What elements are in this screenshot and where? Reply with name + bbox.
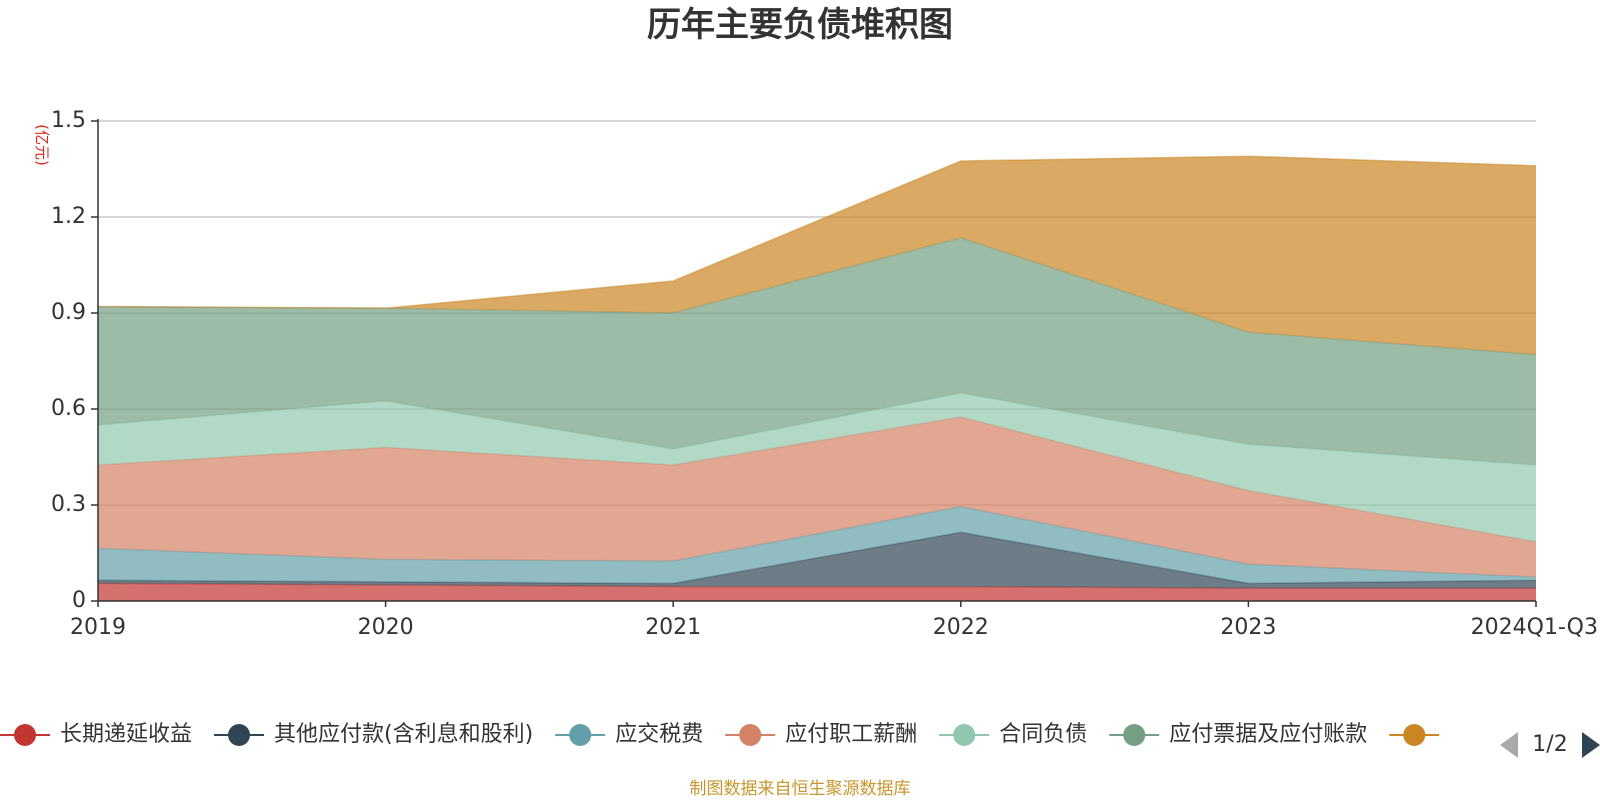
legend-item-partial[interactable]	[1389, 724, 1440, 746]
x-tick-label: 2024Q1-Q3	[1471, 615, 1598, 640]
legend-marker-icon	[1403, 724, 1426, 746]
legend-pagination: 1/2	[1500, 732, 1600, 758]
legend-item[interactable]: 应付票据及应付账款	[1109, 722, 1367, 747]
source-note: 制图数据来自恒生聚源数据库	[690, 779, 911, 799]
x-tick-label: 2022	[933, 615, 989, 640]
y-tick-label: 0.9	[51, 300, 86, 325]
area-series-6	[98, 156, 1536, 355]
legend-marker-icon	[569, 724, 592, 746]
legend-page-indicator: 1/2	[1532, 732, 1567, 757]
legend-item[interactable]: 合同负债	[939, 722, 1087, 747]
area-series-4	[98, 393, 1536, 542]
legend-label: 应付职工薪酬	[785, 722, 917, 747]
legend-item[interactable]: 应交税费	[555, 722, 703, 747]
area-series-1	[98, 532, 1536, 589]
y-tick-label: 0.3	[51, 492, 86, 517]
legend-label: 应交税费	[615, 722, 703, 747]
area-series-group	[97, 155, 1537, 601]
area-series-2	[98, 506, 1536, 584]
y-tick-label: 1.2	[51, 204, 86, 229]
y-tick-label: 0	[72, 588, 86, 613]
legend-marker-icon	[228, 724, 251, 746]
area-series-3	[98, 417, 1536, 577]
x-tick-labels: 2019 2020 2021 2022 2023 2024Q1-Q3	[70, 601, 1598, 640]
x-tick-label: 2020	[358, 615, 414, 640]
legend-marker-icon	[1123, 724, 1146, 746]
chart-title: 历年主要负债堆积图	[647, 5, 953, 45]
legend-prev-page-icon[interactable]	[1500, 732, 1518, 758]
legend-marker-icon	[739, 724, 762, 746]
legend-marker-icon	[14, 724, 36, 746]
x-tick-label: 2021	[645, 615, 701, 640]
legend-item[interactable]: 其他应付款(含利息和股利)	[214, 722, 533, 747]
legend-item[interactable]: 应付职工薪酬	[725, 722, 917, 747]
y-tick-labels: 0 0.3 0.6 0.9 1.2 1.5	[51, 108, 98, 613]
legend-label: 其他应付款(含利息和股利)	[274, 722, 533, 747]
legend: 长期递延收益 其他应付款(含利息和股利) 应交税费 应付职工薪酬 合同负债 应付票据及应付…	[0, 722, 1440, 747]
y-tick-label: 0.6	[51, 396, 86, 421]
series-line-6	[97, 155, 1537, 309]
legend-marker-icon	[953, 724, 976, 746]
x-tick-label: 2023	[1220, 615, 1276, 640]
y-axis-unit: (亿元)	[33, 124, 51, 166]
axes	[97, 119, 1536, 602]
x-tick-label: 2019	[70, 615, 126, 640]
y-tick-label: 1.5	[51, 108, 86, 133]
area-series-5	[98, 237, 1536, 465]
legend-next-page-icon[interactable]	[1582, 732, 1600, 758]
legend-item[interactable]: 长期递延收益	[0, 722, 192, 747]
legend-label: 长期递延收益	[60, 722, 192, 747]
legend-label: 合同负债	[999, 722, 1087, 747]
legend-label: 应付票据及应付账款	[1169, 722, 1367, 747]
